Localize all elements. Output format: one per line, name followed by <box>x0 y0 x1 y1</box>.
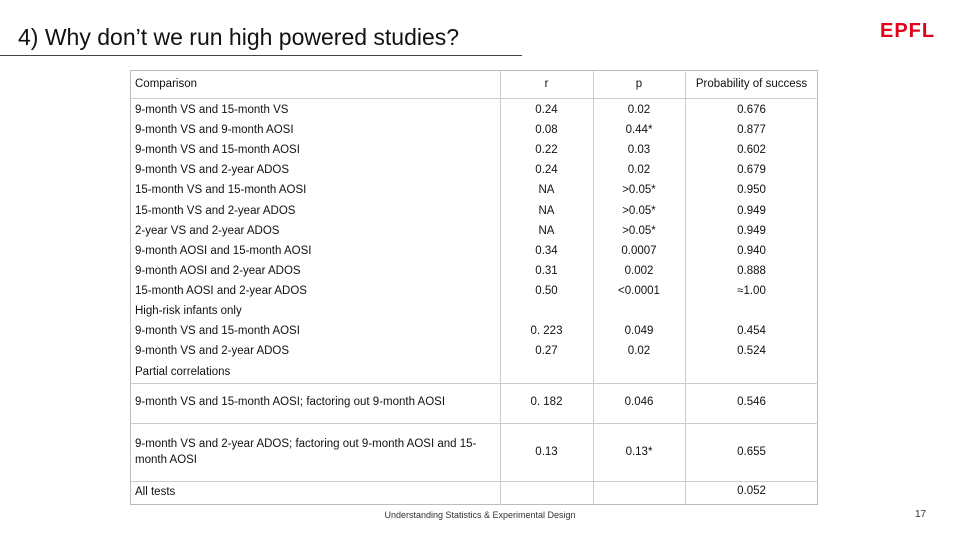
cell-r: 0.50 <box>535 285 558 297</box>
cell-comparison: 9-month VS and 2-year ADOS; factoring ou… <box>135 438 477 466</box>
cell-r: 0. 223 <box>530 325 563 337</box>
cell-probability: 0.877 <box>737 124 766 136</box>
cell-probability: 0.949 <box>737 225 766 237</box>
cell-r: 0.13 <box>535 446 558 458</box>
column-line <box>685 70 686 505</box>
column-header: Comparison <box>135 78 197 90</box>
cell-comparison: High-risk infants only <box>135 305 242 317</box>
row-line <box>130 98 818 99</box>
slide-title: 4) Why don’t we run high powered studies… <box>18 24 460 50</box>
cell-probability: 0.949 <box>737 205 766 217</box>
cell-r: 0.22 <box>535 144 558 156</box>
cell-r: NA <box>538 184 555 196</box>
cell-comparison: 9-month VS and 15-month AOSI <box>135 325 300 337</box>
row-line <box>130 383 818 384</box>
cell-comparison: 9-month VS and 15-month AOSI <box>135 144 300 156</box>
cell-p: 0.0007 <box>621 245 657 257</box>
cell-p: 0.049 <box>624 325 654 337</box>
cell-probability: 0.950 <box>737 184 766 196</box>
cell-probability: 0.546 <box>737 396 766 408</box>
row-line <box>130 423 818 424</box>
column-line <box>593 70 594 505</box>
logo: EPFL <box>880 20 936 42</box>
cell-probability: 0.524 <box>737 345 766 357</box>
cell-r: 0.24 <box>535 164 558 176</box>
cell-r: NA <box>538 205 555 217</box>
column-header: Probability of success <box>695 78 808 90</box>
cell-comparison: 15-month VS and 2-year ADOS <box>135 205 296 217</box>
cell-probability: 0.676 <box>737 104 766 116</box>
cell-p: <0.0001 <box>618 285 660 297</box>
footer-text: Understanding Statistics & Experimental … <box>384 510 576 520</box>
cell-r: 0.08 <box>535 124 558 136</box>
column-header: p <box>635 78 643 90</box>
cell-p: 0.03 <box>627 144 651 156</box>
cell-comparison: 9-month AOSI and 15-month AOSI <box>135 245 312 257</box>
cell-comparison: 9-month VS and 2-year ADOS <box>135 345 290 357</box>
cell-probability: 0.602 <box>737 144 766 156</box>
cell-probability: 0.454 <box>737 325 766 337</box>
cell-probability: 0.940 <box>737 245 766 257</box>
table-border <box>130 70 818 505</box>
cell-r: 0.34 <box>535 245 558 257</box>
cell-p: 0.44* <box>625 124 653 136</box>
cell-probability: 0.052 <box>737 485 766 497</box>
cell-p: 0.046 <box>624 396 654 408</box>
cell-p: 0.02 <box>627 164 651 176</box>
cell-comparison: 15-month VS and 15-month AOSI <box>135 184 307 196</box>
cell-p: 0.02 <box>627 345 651 357</box>
cell-r: NA <box>538 225 555 237</box>
column-line <box>500 70 501 505</box>
cell-r: 0.27 <box>535 345 558 357</box>
cell-p: >0.05* <box>622 225 656 237</box>
cell-probability: 0.888 <box>737 265 766 277</box>
cell-comparison: All tests <box>135 486 176 498</box>
page-number: 17 <box>915 509 927 520</box>
row-line <box>130 481 818 482</box>
cell-p: 0.002 <box>624 265 654 277</box>
cell-comparison: Partial correlations <box>135 366 231 378</box>
column-header: r <box>544 78 549 90</box>
cell-comparison: 9-month VS and 15-month AOSI; factoring … <box>135 396 446 408</box>
cell-p: 0.02 <box>627 104 651 116</box>
cell-r: 0. 182 <box>530 396 563 408</box>
cell-comparison: 9-month VS and 9-month AOSI <box>135 124 294 136</box>
cell-p: >0.05* <box>622 205 656 217</box>
cell-comparison: 15-month AOSI and 2-year ADOS <box>135 285 307 297</box>
cell-comparison: 9-month AOSI and 2-year ADOS <box>135 265 301 277</box>
cell-p: 0.13* <box>625 446 653 458</box>
cell-probability: 0.679 <box>737 164 766 176</box>
cell-r: 0.31 <box>535 265 558 277</box>
cell-probability: ≈1.00 <box>737 285 766 297</box>
cell-comparison: 2-year VS and 2-year ADOS <box>135 225 280 237</box>
cell-comparison: 9-month VS and 15-month VS <box>135 104 289 116</box>
cell-p: >0.05* <box>622 184 656 196</box>
title-rule <box>0 55 522 56</box>
cell-comparison: 9-month VS and 2-year ADOS <box>135 164 290 176</box>
cell-probability: 0.655 <box>737 446 766 458</box>
cell-r: 0.24 <box>535 104 558 116</box>
